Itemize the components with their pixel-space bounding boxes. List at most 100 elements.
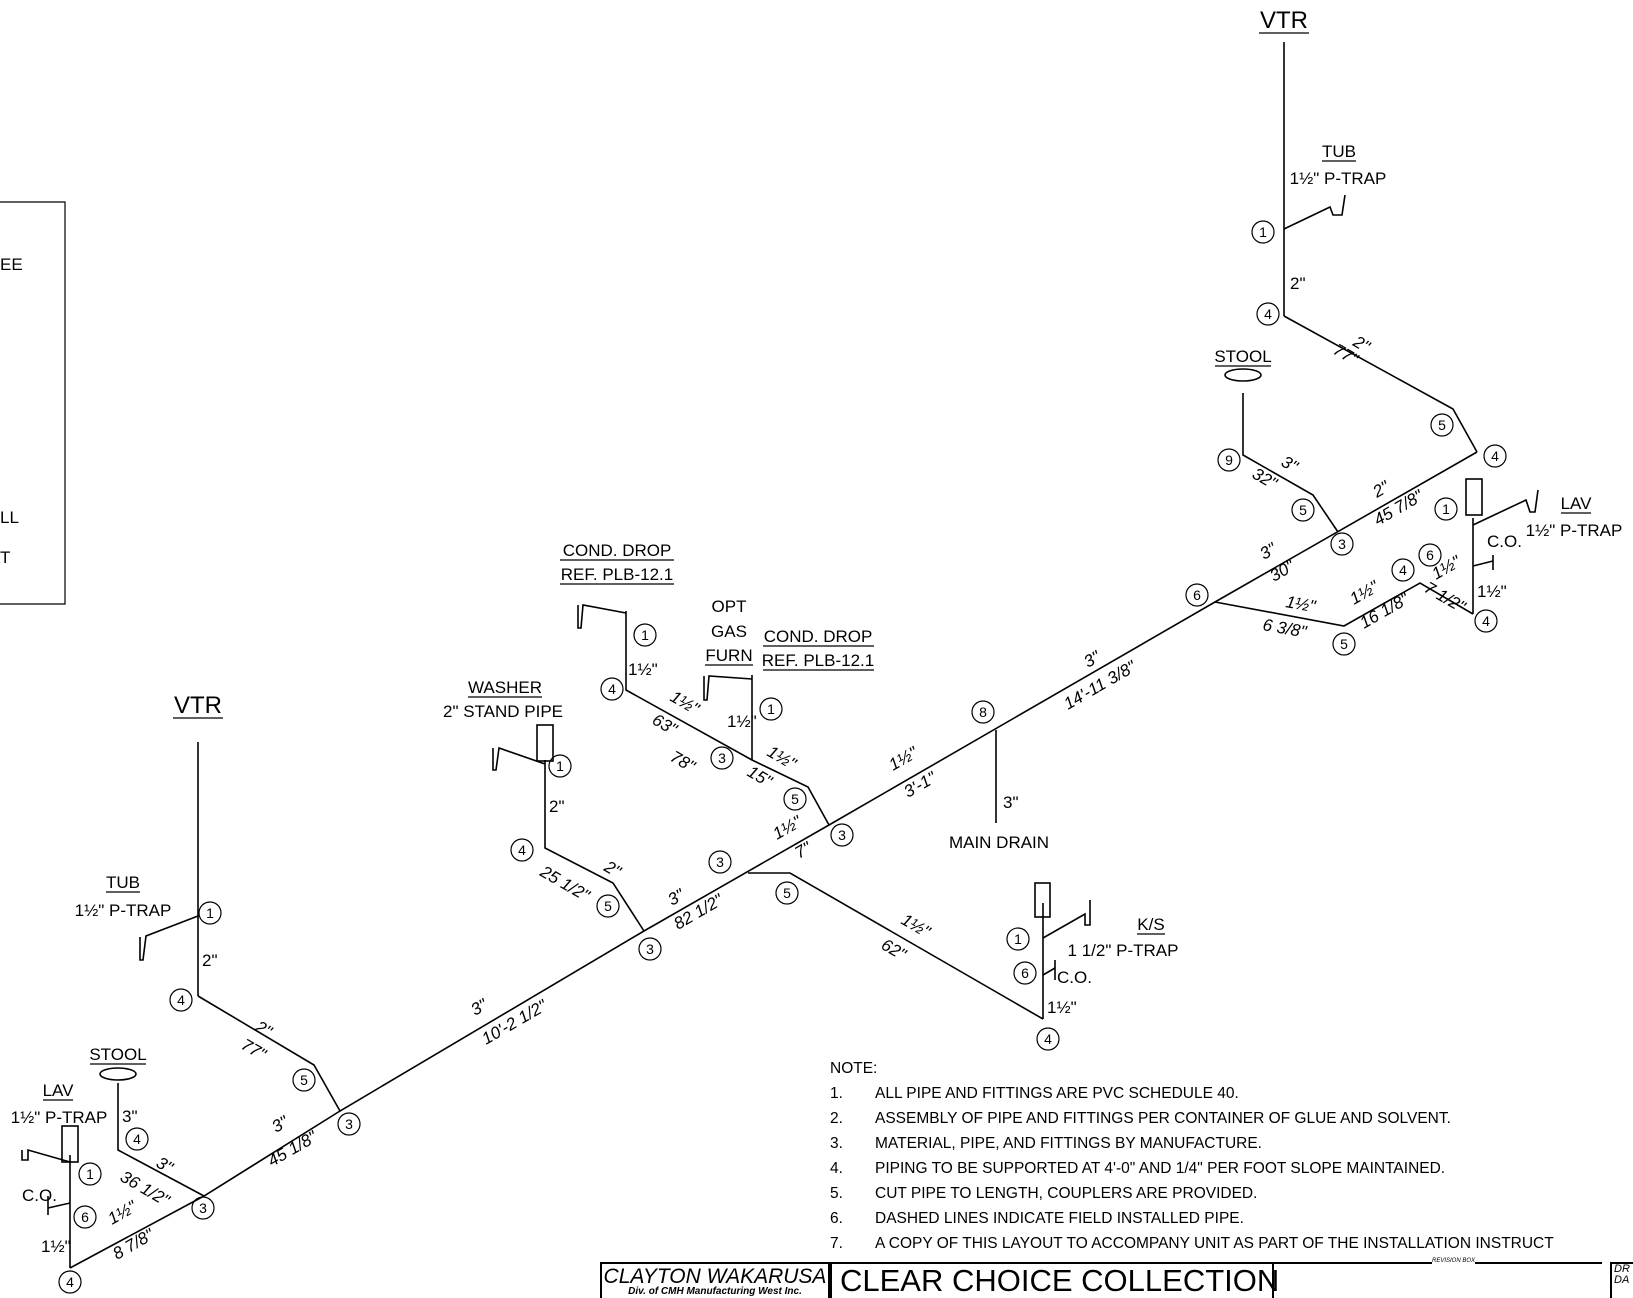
legend-fragment-tee: EE [0, 255, 23, 274]
stool-left-label: STOOL [89, 1045, 146, 1064]
svg-text:1: 1 [767, 701, 775, 717]
fitting-marker: 4 [169, 988, 193, 1012]
svg-text:4: 4 [608, 681, 616, 697]
svg-text:5: 5 [1438, 417, 1446, 433]
note-item: 3. MATERIAL, PIPE, AND FITTINGS BY MANUFA… [830, 1131, 1633, 1156]
svg-text:6: 6 [81, 1209, 89, 1225]
note-text: DASHED LINES INDICATE FIELD INSTALLED PI… [875, 1210, 1244, 1227]
svg-text:4: 4 [133, 1131, 141, 1147]
fitting-marker: 3 [1330, 532, 1354, 556]
svg-text:5: 5 [1340, 636, 1348, 652]
opt-gas-furn-line1: OPT [712, 597, 747, 616]
length-label: 3'-1" [901, 768, 941, 802]
size-label: 1½" [1477, 582, 1507, 601]
note-number: 5. [830, 1185, 843, 1202]
cond-drop-1-label: COND. DROP [563, 541, 672, 560]
size-label: 3" [153, 1153, 177, 1178]
svg-text:3: 3 [1338, 536, 1346, 552]
svg-text:5: 5 [791, 791, 799, 807]
length-label: 7" [792, 838, 816, 863]
note-item: 2. ASSEMBLY OF PIPE AND FITTINGS PER CONT… [830, 1106, 1633, 1131]
fitting-markers: 1 4 5 3 4 1 6 3 4 1 4 5 3 1 4 1 3 5 3 3 … [58, 220, 1507, 1294]
tub-left-trap: 1½" P-TRAP [75, 901, 172, 920]
note-item: 5. CUT PIPE TO LENGTH, COUPLERS ARE PROVI… [830, 1181, 1633, 1206]
svg-text:5: 5 [783, 885, 791, 901]
length-label: 32" [1249, 464, 1281, 493]
svg-text:1: 1 [556, 758, 564, 774]
svg-text:3: 3 [199, 1200, 207, 1216]
fitting-marker: 6 [1185, 583, 1209, 607]
note-number: 1. [830, 1085, 843, 1102]
fitting-marker: 4 [1391, 558, 1415, 582]
svg-text:3: 3 [716, 854, 724, 870]
fitting-marker: 3 [708, 850, 732, 874]
title-block: CLAYTON WAKARUSA Div. of CMH Manufacturi… [600, 1258, 1633, 1298]
fitting-marker: 1 [1006, 927, 1030, 951]
svg-text:3: 3 [646, 941, 654, 957]
fitting-marker: 4 [510, 838, 534, 862]
svg-text:8: 8 [979, 704, 987, 720]
size-label: 1½" [105, 1197, 141, 1229]
svg-text:1: 1 [206, 905, 214, 921]
svg-text:9: 9 [1225, 452, 1233, 468]
size-label: 2" [1369, 477, 1394, 502]
svg-text:5: 5 [1299, 502, 1307, 518]
fitting-marker: 5 [775, 881, 799, 905]
tub-left-label: TUB [106, 873, 140, 892]
fitting-marker: 5 [783, 787, 807, 811]
length-label: 63" [649, 710, 681, 739]
tub-right-trap: 1½" P-TRAP [1290, 169, 1387, 188]
length-label: 6 3/8" [1261, 615, 1308, 641]
lav-left-label: LAV [43, 1081, 75, 1100]
collection-box: CLEAR CHOICE COLLECTION [830, 1262, 1280, 1298]
svg-text:1: 1 [1014, 931, 1022, 947]
fitting-marker: 4 [1036, 1027, 1060, 1051]
svg-text:1: 1 [1442, 501, 1450, 517]
company-division: Div. of CMH Manufacturing West Inc. [628, 1286, 802, 1297]
note-item: 7. A COPY OF THIS LAYOUT TO ACCOMPANY UNI… [830, 1231, 1633, 1256]
note-number: 3. [830, 1135, 843, 1152]
fitting-marker: 3 [710, 746, 734, 770]
size-label: 3" [122, 1107, 138, 1126]
size-label: 3" [1278, 452, 1302, 477]
svg-text:5: 5 [604, 898, 612, 914]
size-label: 2" [549, 797, 565, 816]
fitting-marker: 4 [1474, 609, 1498, 633]
opt-gas-furn-line2: GAS [711, 622, 747, 641]
svg-text:1: 1 [86, 1166, 94, 1182]
fitting-marker: 8 [971, 700, 995, 724]
note-text: ALL PIPE AND FITTINGS ARE PVC SCHEDULE 4… [875, 1085, 1239, 1102]
fitting-marker: 1 [1251, 220, 1275, 244]
svg-text:6: 6 [1193, 587, 1201, 603]
svg-text:3: 3 [838, 827, 846, 843]
size-label: 1½" [41, 1237, 71, 1256]
date-label: DA [1614, 1274, 1630, 1286]
svg-text:3: 3 [718, 750, 726, 766]
size-label: 2" [1290, 274, 1306, 293]
legend-fragment-ell: LL [0, 508, 19, 527]
company-name: CLAYTON WAKARUSA [603, 1265, 827, 1288]
revision-box-label: REVISION BOX [1432, 1258, 1476, 1264]
main-drain-label: MAIN DRAIN [949, 833, 1049, 852]
fitting-marker: 1 [198, 901, 222, 925]
ks-trap: 1 1/2" P-TRAP [1068, 941, 1179, 960]
svg-text:4: 4 [177, 992, 185, 1008]
length-label: 8 7/8" [110, 1225, 158, 1264]
length-label: 45 1/8" [265, 1127, 321, 1171]
note-text: PIPING TO BE SUPPORTED AT 4'-0" AND 1/4"… [875, 1160, 1446, 1177]
vtr-right-label: VTR [1260, 7, 1308, 34]
size-label: 1½" [667, 687, 703, 719]
size-label: 1½" [898, 910, 934, 942]
fitting-marker: 5 [1291, 498, 1315, 522]
note-item: 6. DASHED LINES INDICATE FIELD INSTALLED … [830, 1206, 1633, 1231]
size-label: 1½" [1284, 592, 1317, 616]
lav-right-trap: 1½" P-TRAP [1526, 521, 1623, 540]
notes-block: NOTE: 1. ALL PIPE AND FITTINGS ARE PVC SC… [830, 1056, 1633, 1256]
collection-title: CLEAR CHOICE COLLECTION [840, 1263, 1280, 1298]
fitting-marker: 1 [1434, 497, 1458, 521]
fitting-marker: 4 [125, 1127, 149, 1151]
washer-sub: 2" STAND PIPE [443, 702, 563, 721]
note-item: 1. ALL PIPE AND FITTINGS ARE PVC SCHEDULE… [830, 1081, 1633, 1106]
size-label: 1½" [1047, 998, 1077, 1017]
fitting-marker: 1 [759, 697, 783, 721]
